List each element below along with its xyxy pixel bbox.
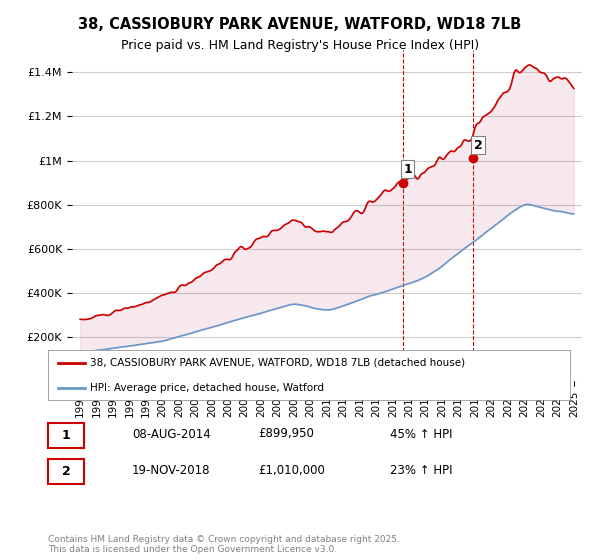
Text: 38, CASSIOBURY PARK AVENUE, WATFORD, WD18 7LB (detached house): 38, CASSIOBURY PARK AVENUE, WATFORD, WD1… xyxy=(90,358,465,367)
Text: 45% ↑ HPI: 45% ↑ HPI xyxy=(390,427,452,441)
Text: Price paid vs. HM Land Registry's House Price Index (HPI): Price paid vs. HM Land Registry's House … xyxy=(121,39,479,52)
Text: 08-AUG-2014: 08-AUG-2014 xyxy=(132,427,211,441)
Text: 1: 1 xyxy=(62,429,70,442)
Text: 23% ↑ HPI: 23% ↑ HPI xyxy=(390,464,452,477)
Text: HPI: Average price, detached house, Watford: HPI: Average price, detached house, Watf… xyxy=(90,383,324,393)
Text: 1: 1 xyxy=(403,163,412,176)
Text: 38, CASSIOBURY PARK AVENUE, WATFORD, WD18 7LB: 38, CASSIOBURY PARK AVENUE, WATFORD, WD1… xyxy=(79,17,521,32)
Text: 19-NOV-2018: 19-NOV-2018 xyxy=(132,464,211,477)
Text: £899,950: £899,950 xyxy=(258,427,314,441)
Text: 2: 2 xyxy=(474,139,483,152)
Text: 2: 2 xyxy=(62,465,70,478)
Text: Contains HM Land Registry data © Crown copyright and database right 2025.
This d: Contains HM Land Registry data © Crown c… xyxy=(48,535,400,554)
Text: £1,010,000: £1,010,000 xyxy=(258,464,325,477)
